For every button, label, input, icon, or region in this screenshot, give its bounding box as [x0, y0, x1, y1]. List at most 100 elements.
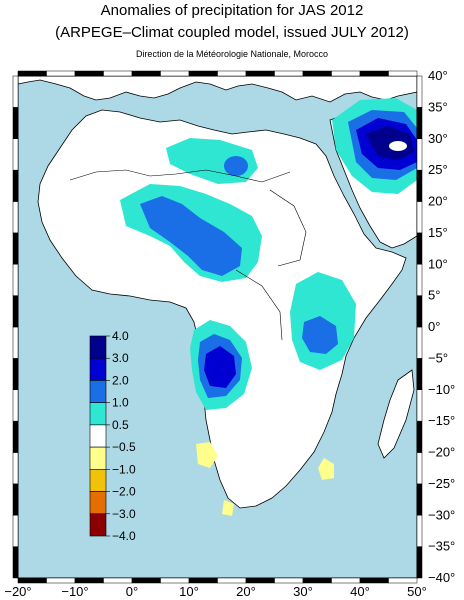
- longitude-label: 0°: [126, 584, 138, 599]
- frame-tick: [359, 577, 389, 584]
- longitude-label: 30°: [293, 584, 313, 599]
- legend-label: 1.0: [112, 396, 129, 410]
- frame-tick: [416, 75, 423, 108]
- contour-lines: [69, 169, 307, 341]
- frame-tick: [188, 577, 218, 584]
- frame-tick: [12, 483, 19, 516]
- latitude-label: 25°: [428, 162, 448, 177]
- frame-tick: [12, 358, 19, 390]
- longitude-label: 10°: [179, 584, 199, 599]
- frame-tick: [188, 70, 218, 77]
- frame-tick: [12, 452, 19, 485]
- frame-tick: [416, 515, 423, 547]
- legend-label: −4.0: [112, 529, 136, 543]
- frame-tick: [12, 546, 19, 579]
- legend-label: −1.0: [112, 462, 136, 476]
- frame-tick: [17, 577, 47, 584]
- frame-tick: [245, 70, 275, 77]
- latitude-label: −10°: [428, 382, 455, 397]
- latitude-label: 0°: [428, 319, 440, 334]
- frame-tick: [12, 169, 19, 202]
- frame-tick: [416, 201, 423, 234]
- frame-tick: [17, 70, 47, 77]
- longitude-label: 20°: [236, 584, 256, 599]
- frame-tick: [12, 138, 19, 171]
- frame-tick: [74, 70, 104, 77]
- latitude-label: −25°: [428, 476, 455, 491]
- frame-tick: [416, 107, 423, 139]
- latitude-label: 40°: [428, 68, 448, 83]
- latitude-label: −40°: [428, 570, 455, 585]
- latitude-label: 20°: [428, 194, 448, 209]
- legend-swatch: [89, 513, 107, 537]
- frame-tick: [416, 264, 423, 296]
- frame-tick: [416, 326, 423, 359]
- frame-tick: [416, 420, 423, 453]
- legend-swatch: [89, 469, 107, 492]
- legend-label: −2.0: [112, 485, 136, 499]
- frame-tick: [331, 577, 361, 584]
- latitude-label: 5°: [428, 288, 440, 303]
- map-subtitle: (ARPEGE–Climat coupled model, issued JUL…: [55, 24, 409, 41]
- legend-swatch: [89, 402, 107, 426]
- frame-tick: [12, 420, 19, 453]
- legend-label: 0.5: [112, 418, 129, 432]
- legend-label: 3.0: [112, 351, 129, 365]
- legend-label: 2.0: [112, 373, 129, 387]
- longitude-label: −20°: [4, 584, 31, 599]
- latitude-labels: 40° 35° 30° 25° 20° 15° 10° 5° 0° −5° −10° −15° −20°…: [428, 68, 455, 585]
- frame-tick: [217, 577, 247, 584]
- frame-tick: [12, 295, 19, 328]
- legend-swatch: [89, 335, 107, 359]
- legend-label: −3.0: [112, 507, 136, 521]
- frame-tick: [302, 577, 332, 584]
- europe-land: [17, 75, 418, 103]
- frame-tick: [131, 70, 161, 77]
- map-credit: Direction de la Météorologie Nationale, …: [135, 49, 329, 59]
- frame-tick: [416, 358, 423, 390]
- frame-tick: [12, 515, 19, 547]
- frame-tick: [274, 70, 304, 77]
- longitude-labels: −20° −10° 0° 10° 20° 30° 40° 50°: [4, 584, 426, 599]
- frame-tick: [12, 232, 19, 265]
- frame-ticks: [12, 70, 423, 584]
- frame-tick: [245, 577, 275, 584]
- frame-tick: [12, 201, 19, 234]
- legend-label: 4.0: [112, 329, 129, 343]
- latitude-label: 30°: [428, 131, 448, 146]
- frame-tick: [359, 70, 389, 77]
- frame-tick: [416, 232, 423, 265]
- latitude-label: −20°: [428, 445, 455, 460]
- frame-tick: [160, 70, 190, 77]
- legend-swatch: [89, 491, 107, 515]
- frame-tick: [416, 389, 423, 422]
- frame-tick: [46, 70, 76, 77]
- latitude-label: 15°: [428, 225, 448, 240]
- color-legend: 4.0 3.0 2.0 1.0 0.5 −0.5 −1.0 −2.0 −3.0 −4.0: [89, 329, 136, 543]
- legend-label: −0.5: [112, 440, 136, 454]
- frame-tick: [74, 577, 104, 584]
- frame-tick: [103, 70, 133, 77]
- frame-tick: [12, 389, 19, 422]
- map-title: Anomalies of precipitation for JAS 2012: [100, 2, 364, 19]
- anomaly-contours: [120, 98, 417, 516]
- frame-tick: [12, 326, 19, 359]
- frame-tick: [388, 577, 418, 584]
- frame-tick: [416, 452, 423, 485]
- frame-tick: [416, 138, 423, 171]
- frame-tick: [103, 577, 133, 584]
- frame-tick: [274, 577, 304, 584]
- longitude-label: 50°: [407, 584, 427, 599]
- frame-tick: [416, 169, 423, 202]
- latitude-label: −30°: [428, 507, 455, 522]
- frame-tick: [46, 577, 76, 584]
- latitude-label: 10°: [428, 256, 448, 271]
- longitude-label: 40°: [350, 584, 370, 599]
- latitude-label: −5°: [428, 350, 448, 365]
- frame-tick: [416, 546, 423, 579]
- legend-swatch: [89, 446, 107, 470]
- frame-tick: [302, 70, 332, 77]
- frame-tick: [160, 577, 190, 584]
- frame-tick: [12, 264, 19, 296]
- legend-swatch: [89, 424, 107, 448]
